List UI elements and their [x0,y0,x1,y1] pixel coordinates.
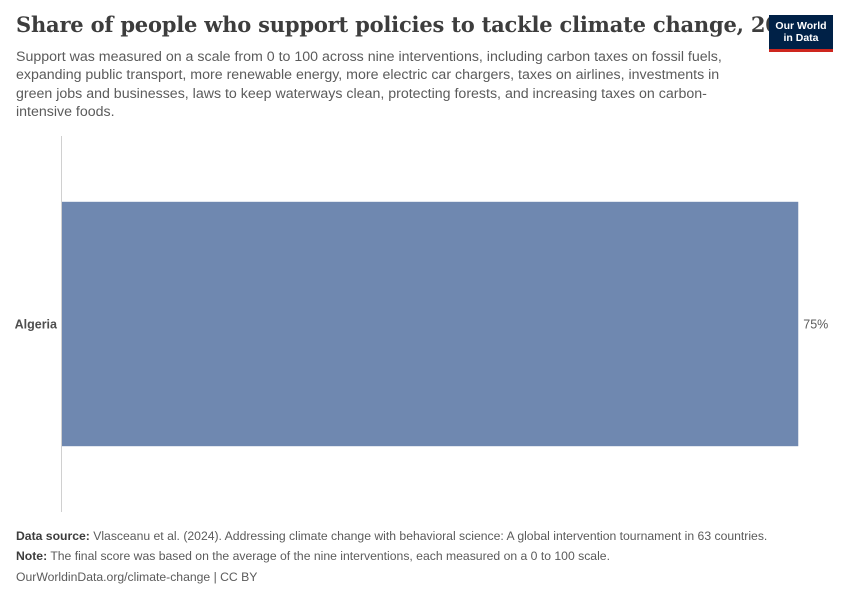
logo-line-1: Our World [775,20,827,32]
value-label: 75% [803,318,828,332]
note-text: The final score was based on the average… [50,549,610,563]
data-source: Data source: Vlasceanu et al. (2024). Ad… [16,529,767,543]
source-url[interactable]: OurWorldinData.org/climate-change | CC B… [16,570,258,584]
bar-chart: Algeria 75% [15,136,828,512]
logo-line-2: in Data [783,32,819,44]
data-source-text[interactable]: Vlasceanu et al. (2024). Addressing clim… [93,529,768,543]
chart-title: Share of people who support policies to … [16,12,809,37]
owid-logo[interactable]: Our World in Data [769,15,833,52]
data-source-label: Data source: [16,529,90,543]
category-label[interactable]: Algeria [15,318,58,332]
chart-subtitle: Support was measured on a scale from 0 t… [16,49,722,121]
bar-algeria[interactable] [62,201,799,447]
chart-note: Note: The final score was based on the a… [16,549,610,563]
note-label: Note: [16,549,48,563]
